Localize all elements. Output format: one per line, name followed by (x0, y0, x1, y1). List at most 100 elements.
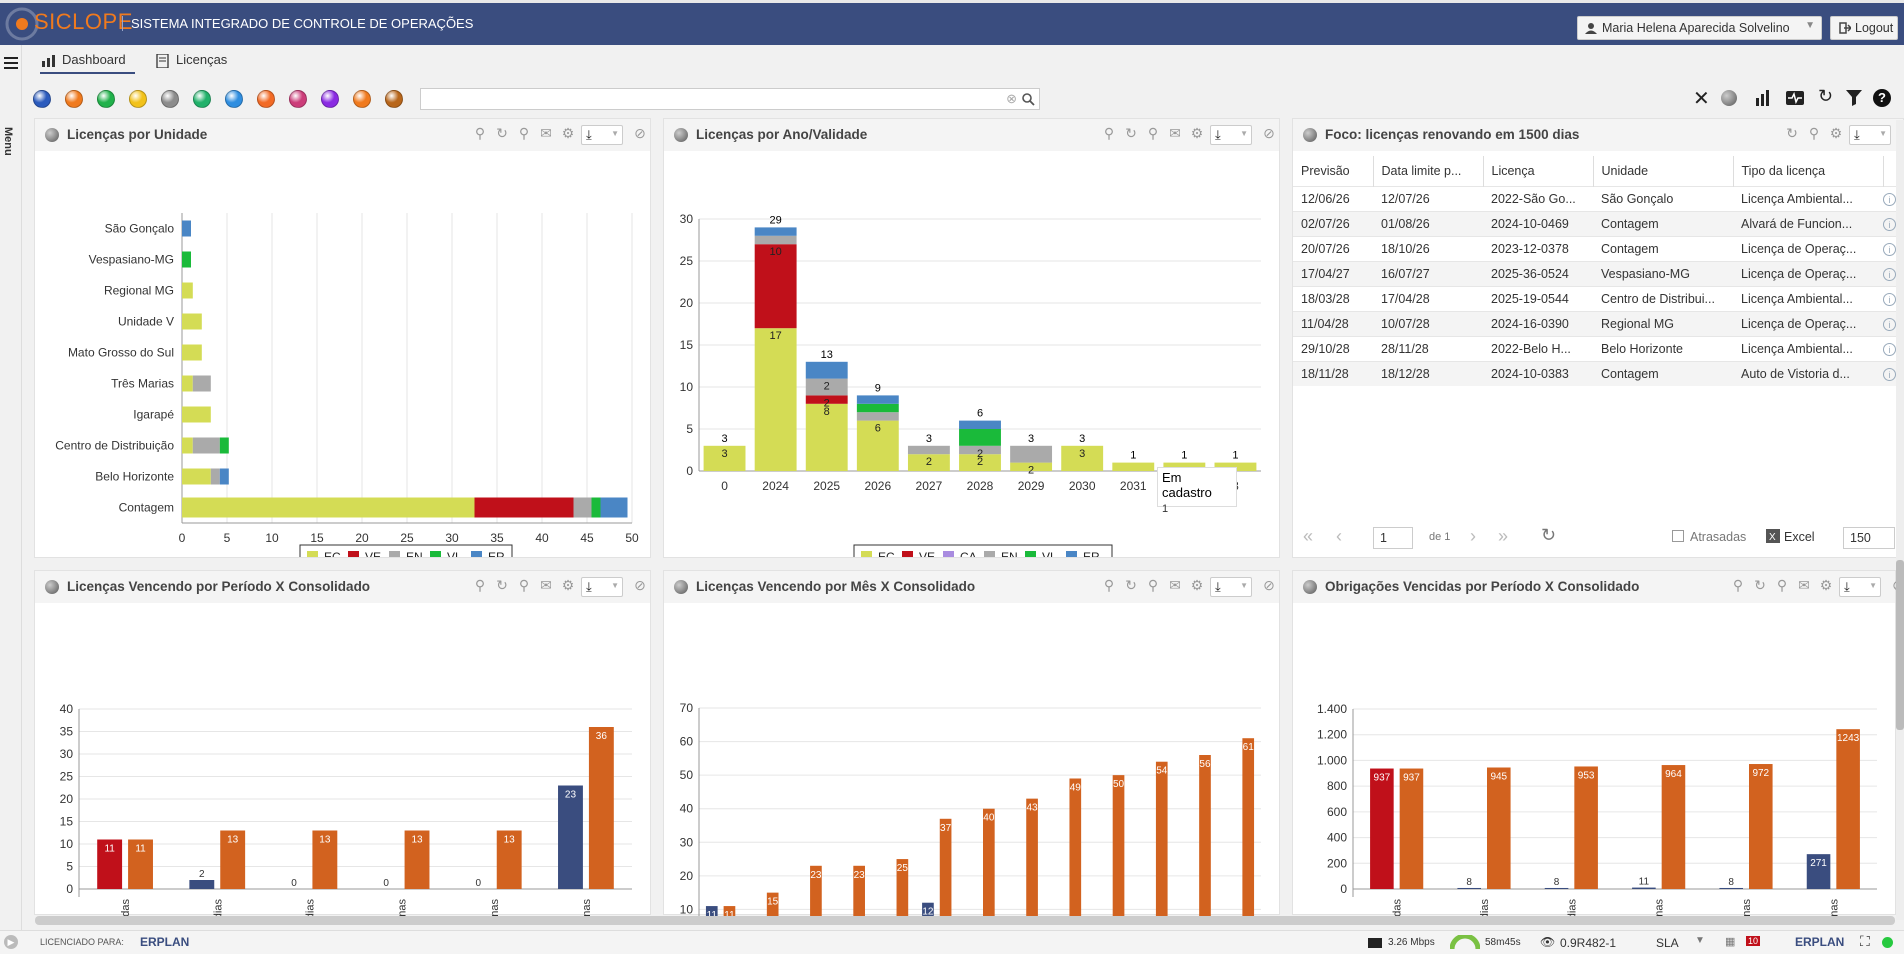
refresh-icon[interactable]: ↻ (1541, 525, 1557, 545)
panel-mail-icon[interactable]: ✉ (540, 577, 552, 593)
panel-close-icon[interactable]: ⊘ (634, 577, 646, 593)
logout-button[interactable]: Logout (1830, 16, 1898, 40)
excel-export-button[interactable]: Excel (1784, 530, 1815, 544)
table-header-cell[interactable]: Unidade (1593, 156, 1734, 186)
table-row[interactable]: 17/04/27 16/07/27 2025-36-0524 Vespasiano-M… (1293, 260, 1901, 286)
filter-dot[interactable] (225, 90, 243, 108)
search-input[interactable]: ⊗ (420, 88, 1040, 110)
prev-page-icon[interactable]: ‹ (1336, 526, 1342, 546)
panel-refresh-icon[interactable]: ↻ (1786, 125, 1798, 141)
table-row[interactable]: 12/06/26 12/07/26 2022-São Go... São Gonçal… (1293, 185, 1901, 211)
table-header-cell[interactable]: Data limite p... (1373, 156, 1484, 186)
user-dropdown[interactable]: Maria Helena Aparecida Solvelino ▼ (1577, 16, 1822, 40)
panel-pin-icon[interactable]: ⚲ (1147, 577, 1159, 593)
search-icon[interactable] (1022, 93, 1035, 106)
fullscreen-icon[interactable]: ⛶ (1860, 933, 1870, 949)
menu-label[interactable]: Menu (2, 127, 14, 156)
panel-download-button[interactable]: ⤓ ▼ (1210, 125, 1252, 145)
table-row[interactable]: 29/10/28 28/11/28 2022-Belo H... Belo Horiz… (1293, 335, 1901, 361)
scrollbar-thumb[interactable] (1896, 560, 1904, 730)
calendar-icon[interactable]: ▦ (1725, 936, 1736, 948)
panel-pin-icon[interactable]: ⚲ (1147, 125, 1159, 141)
panel-settings-icon[interactable]: ⚙ (1829, 125, 1843, 141)
table-header-cell[interactable]: Licença (1483, 156, 1594, 186)
panel-download-button[interactable]: ⤓ ▼ (1839, 577, 1881, 597)
clear-icon[interactable]: ⊗ (1006, 91, 1017, 106)
panel-refresh-icon[interactable]: ↻ (496, 577, 508, 593)
filter-dot[interactable] (289, 90, 307, 108)
panel-refresh-icon[interactable]: ↻ (496, 125, 508, 141)
bar (1544, 887, 1569, 889)
table-row[interactable]: 18/03/28 17/04/28 2025-19-0544 Centro de Di… (1293, 285, 1901, 311)
panel-close-icon[interactable]: ⊘ (1263, 577, 1275, 593)
panel-download-button[interactable]: ⤓ ▼ (1210, 577, 1252, 597)
tab-dashboard[interactable]: Dashboard (40, 50, 135, 74)
panel-refresh-icon[interactable]: ↻ (1754, 577, 1766, 593)
panel-settings-icon[interactable]: ⚙ (1190, 577, 1204, 593)
filter-dot[interactable] (321, 90, 339, 108)
table-row[interactable]: 18/11/28 18/12/28 2024-10-0383 Contagem Auto… (1293, 360, 1901, 386)
table-header-cell[interactable]: Tipo da licença (1733, 156, 1884, 186)
chevron-down-icon[interactable]: ▼ (1695, 935, 1705, 946)
filter-dot[interactable] (129, 90, 147, 108)
filter-dot[interactable] (33, 90, 51, 108)
panel-pin-icon[interactable]: ⚲ (518, 125, 530, 141)
page-number-input[interactable]: 1 (1373, 527, 1413, 549)
panel-mail-icon[interactable]: ✉ (1169, 125, 1181, 141)
panel-download-button[interactable]: ⤓ ▼ (1849, 125, 1891, 145)
panel-zoom-icon[interactable]: ⚲ (1103, 577, 1115, 593)
panel-mail-icon[interactable]: ✉ (1798, 577, 1810, 593)
panel-refresh-icon[interactable]: ↻ (1125, 125, 1137, 141)
panel-zoom-icon[interactable]: ⚲ (474, 125, 486, 141)
first-page-icon[interactable]: « (1303, 526, 1314, 546)
hamburger-icon[interactable] (4, 57, 18, 69)
panel-zoom-icon[interactable]: ⚲ (1732, 577, 1744, 593)
panel-zoom-icon[interactable]: ⚲ (474, 577, 486, 593)
filter-icon[interactable] (1846, 90, 1862, 106)
filter-dot[interactable] (385, 90, 403, 108)
filter-dot[interactable] (353, 90, 371, 108)
horizontal-scrollbar[interactable] (35, 916, 1895, 925)
side-menu-rail[interactable]: Menu (0, 45, 22, 930)
filter-dot[interactable] (193, 90, 211, 108)
panel-settings-icon[interactable]: ⚙ (1190, 125, 1204, 141)
panel-mail-icon[interactable]: ✉ (1169, 577, 1181, 593)
late-checkbox[interactable] (1672, 530, 1684, 542)
table-row[interactable]: 20/07/26 18/10/26 2023-12-0378 Contagem Lice… (1293, 235, 1901, 261)
table-header-cell[interactable]: Previsão (1293, 156, 1374, 186)
panel-mail-icon[interactable]: ✉ (540, 125, 552, 141)
play-icon[interactable]: ▶ (4, 935, 18, 949)
panel-zoom-icon[interactable]: ⚲ (1103, 125, 1115, 141)
panel-refresh-icon[interactable]: ↻ (1125, 577, 1137, 593)
panel-pin-icon[interactable]: ⚲ (1776, 577, 1788, 593)
filter-dot[interactable] (257, 90, 275, 108)
filter-dot[interactable] (161, 90, 179, 108)
table-row[interactable]: 11/04/28 10/07/28 2024-16-0390 Regional MG L… (1293, 310, 1901, 336)
excel-icon[interactable]: X (1766, 529, 1780, 543)
panel-settings-icon[interactable]: ⚙ (1819, 577, 1833, 593)
page-size-select[interactable]: 150 (1843, 527, 1895, 549)
panel-close-icon[interactable]: ⊘ (1263, 125, 1275, 141)
vertical-scrollbar[interactable] (1896, 120, 1904, 920)
status-dot-icon[interactable] (1721, 90, 1737, 106)
refresh-icon[interactable]: ↻ (1818, 86, 1834, 106)
tab-licencas[interactable]: Licenças (154, 50, 244, 74)
help-icon[interactable]: ? (1873, 89, 1891, 107)
activity-icon[interactable] (1786, 91, 1804, 105)
panel-close-icon[interactable]: ⊘ (634, 125, 646, 141)
notification-badge[interactable]: 10 (1746, 936, 1761, 946)
sla-label[interactable]: SLA (1656, 936, 1679, 950)
panel-download-button[interactable]: ⤓ ▼ (581, 577, 623, 597)
panel-download-button[interactable]: ⤓ ▼ (581, 125, 623, 145)
table-row[interactable]: 02/07/26 01/08/26 2024-10-0469 Contagem Alva… (1293, 210, 1901, 236)
filter-dot[interactable] (65, 90, 83, 108)
filter-dot[interactable] (97, 90, 115, 108)
last-page-icon[interactable]: » (1498, 526, 1509, 546)
chart-icon[interactable] (1755, 90, 1771, 106)
next-page-icon[interactable]: › (1470, 526, 1476, 546)
panel-settings-icon[interactable]: ⚙ (561, 125, 575, 141)
panel-settings-icon[interactable]: ⚙ (561, 577, 575, 593)
panel-pin-icon[interactable]: ⚲ (518, 577, 530, 593)
close-icon[interactable]: ✕ (1693, 88, 1710, 110)
panel-pin-icon[interactable]: ⚲ (1808, 125, 1820, 141)
